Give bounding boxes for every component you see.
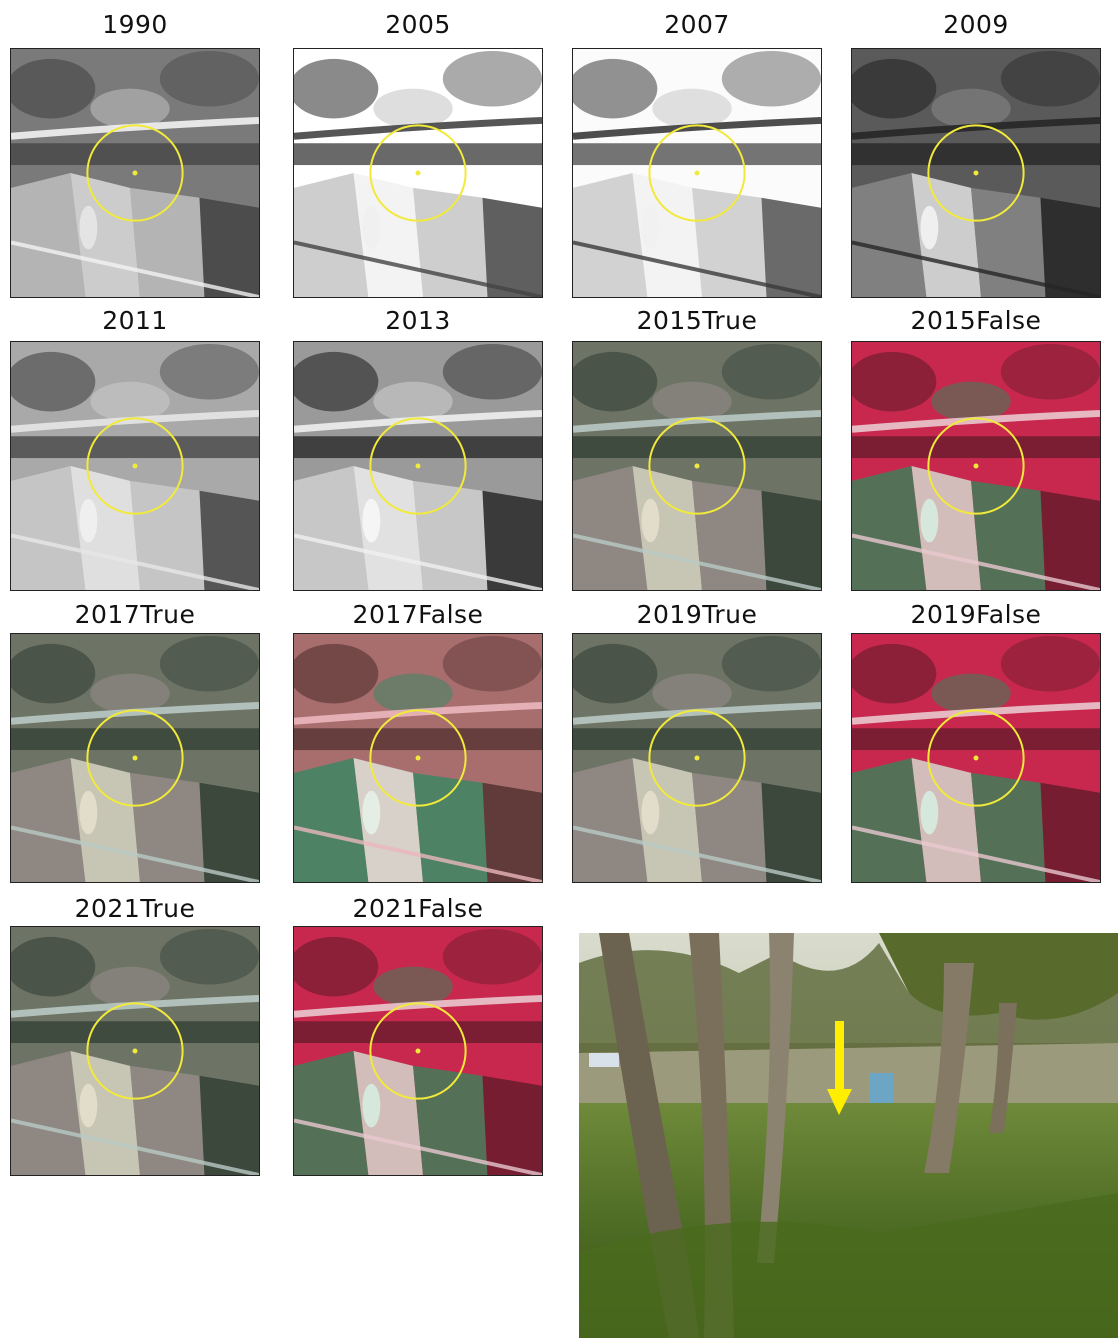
target-circle-icon	[86, 124, 184, 222]
target-circle-icon	[369, 124, 467, 222]
target-circle-icon	[369, 709, 467, 807]
target-circle-icon	[648, 124, 746, 222]
target-center-dot-icon	[694, 170, 700, 176]
target-center-dot-icon	[132, 170, 138, 176]
tile-image-2013	[294, 342, 542, 590]
target-circle-icon	[369, 417, 467, 515]
target-center-dot-icon	[132, 463, 138, 469]
tile-label-2015true: 2015True	[636, 306, 758, 335]
target-circle-icon	[927, 417, 1025, 515]
target-center-dot-icon	[132, 1048, 138, 1054]
target-circle-icon	[86, 417, 184, 515]
tile-label-2019false: 2019False	[910, 600, 1042, 629]
image-tile-1990	[10, 48, 260, 298]
image-tile-2005	[293, 48, 543, 298]
target-circle-icon	[648, 417, 746, 515]
tile-label-2017true: 2017True	[74, 600, 196, 629]
target-circle-icon	[927, 124, 1025, 222]
image-tile-2019false	[851, 633, 1101, 883]
tile-image-2019false	[852, 634, 1100, 882]
target-center-dot-icon	[694, 755, 700, 761]
image-tile-2017true	[10, 633, 260, 883]
target-center-dot-icon	[132, 755, 138, 761]
image-tile-2007	[572, 48, 822, 298]
tile-image-1990	[11, 49, 259, 297]
tile-label-2007: 2007	[664, 10, 730, 39]
target-circle-icon	[86, 709, 184, 807]
tile-image-2017true	[11, 634, 259, 882]
target-circle-icon	[648, 709, 746, 807]
image-tile-2009	[851, 48, 1101, 298]
target-center-dot-icon	[415, 755, 421, 761]
tile-image-2015true	[573, 342, 821, 590]
tile-label-2019true: 2019True	[636, 600, 758, 629]
image-tile-2011	[10, 341, 260, 591]
tile-image-2015false	[852, 342, 1100, 590]
target-center-dot-icon	[415, 463, 421, 469]
image-tile-2017false	[293, 633, 543, 883]
target-center-dot-icon	[694, 463, 700, 469]
tile-label-2015false: 2015False	[910, 306, 1042, 335]
tile-image-2019true	[573, 634, 821, 882]
tile-label-2021true: 2021True	[74, 894, 196, 923]
tile-label-1990: 1990	[102, 10, 168, 39]
tile-image-2021true	[11, 927, 259, 1175]
target-center-dot-icon	[415, 170, 421, 176]
field-photo	[579, 933, 1118, 1338]
tile-image-2021false	[294, 927, 542, 1175]
target-circle-icon	[86, 1002, 184, 1100]
image-tile-2021false	[293, 926, 543, 1176]
image-tile-2015false	[851, 341, 1101, 591]
tile-image-2017false	[294, 634, 542, 882]
image-tile-2013	[293, 341, 543, 591]
tile-image-2011	[11, 342, 259, 590]
image-tile-2021true	[10, 926, 260, 1176]
target-circle-icon	[369, 1002, 467, 1100]
target-center-dot-icon	[973, 463, 979, 469]
tile-label-2017false: 2017False	[352, 600, 484, 629]
field-photo-graphic	[579, 933, 1118, 1338]
target-center-dot-icon	[973, 755, 979, 761]
tile-label-2009: 2009	[943, 10, 1009, 39]
tile-label-2011: 2011	[102, 306, 168, 335]
image-tile-2015true	[572, 341, 822, 591]
yellow-arrow-icon	[827, 1021, 852, 1115]
tile-image-2007	[573, 49, 821, 297]
tile-label-2005: 2005	[385, 10, 451, 39]
target-center-dot-icon	[415, 1048, 421, 1054]
tile-label-2021false: 2021False	[352, 894, 484, 923]
tile-image-2009	[852, 49, 1100, 297]
image-tile-2019true	[572, 633, 822, 883]
tile-label-2013: 2013	[385, 306, 451, 335]
target-circle-icon	[927, 709, 1025, 807]
tile-image-2005	[294, 49, 542, 297]
target-center-dot-icon	[973, 170, 979, 176]
